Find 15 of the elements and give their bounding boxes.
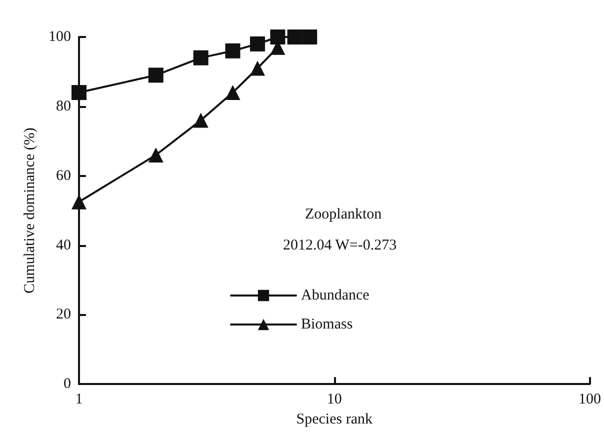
legend-label: Abundance [301,288,370,304]
annotation: Zooplankton [305,206,382,222]
y-tick-label: 20 [56,306,71,323]
y-tick-label: 40 [56,237,71,254]
x-tick-label: 1 [75,392,83,408]
x-axis-title: Species rank [296,412,373,428]
x-tick-label: 100 [578,392,601,408]
y-tick-label: 100 [48,29,71,45]
x-tick-label: 10 [326,392,342,408]
y-tick-label: 80 [56,98,71,114]
y-tick-label: 0 [64,376,71,392]
y-axis-title: Cumulative dominance (%) [22,128,38,294]
legend-label: Biomass [301,316,353,332]
y-tick-label: 60 [56,168,71,184]
annotation: 2012.04 W=-0.273 [283,238,397,254]
